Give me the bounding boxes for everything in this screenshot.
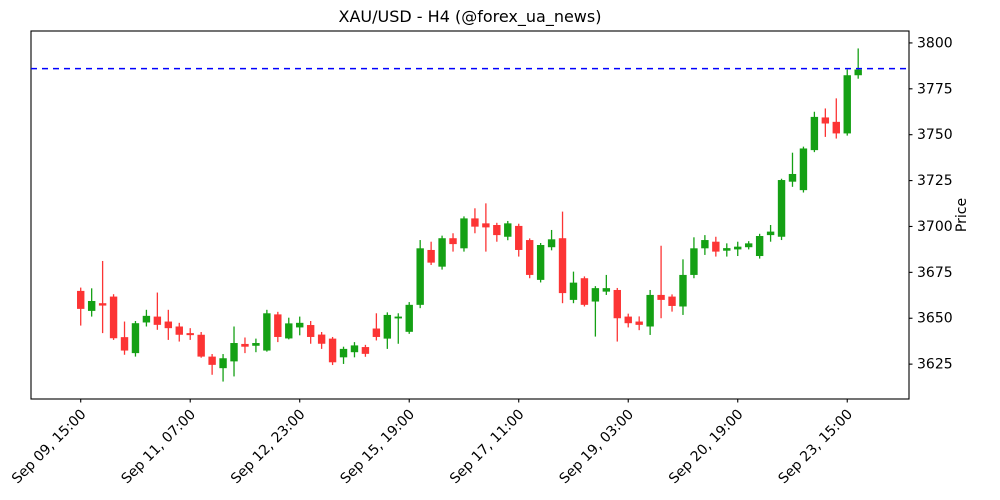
x-axis: Sep 09, 15:00 Sep 11, 07:00 Sep 12, 23:00 S…: [9, 399, 856, 487]
candle-down: [613, 289, 621, 319]
candle-up: [788, 173, 797, 182]
y-tick-label: 3675: [917, 265, 953, 281]
candle-up: [679, 274, 687, 307]
candle-up: [339, 348, 348, 358]
candle-down: [493, 225, 501, 236]
x-tick-label: Sep 19, 03:00: [557, 407, 638, 488]
candle-down: [668, 296, 676, 306]
x-tick-label: Sep 23, 15:00: [776, 407, 857, 488]
candle-down: [657, 294, 665, 300]
candle-up: [252, 343, 260, 346]
candle-down: [306, 325, 315, 337]
candle-down: [317, 334, 326, 344]
candle-up: [766, 231, 775, 236]
candle-down: [197, 334, 205, 357]
chart-title: XAU/USD - H4 (@forex_ua_news): [339, 7, 602, 27]
candle-down: [712, 241, 720, 252]
candle-down: [624, 316, 632, 324]
candle-up: [843, 75, 851, 134]
candle-up: [394, 316, 402, 319]
x-tick-label: Sep 11, 07:00: [119, 407, 200, 488]
candle-up: [701, 240, 709, 249]
candle-up: [87, 300, 96, 311]
candle-up: [131, 323, 140, 354]
candle-down: [482, 223, 490, 228]
candle-down: [328, 338, 337, 363]
y-tick-label: 3725: [917, 173, 953, 189]
y-axis-label: Price: [954, 198, 970, 232]
candle-up: [416, 248, 424, 305]
candle-up: [690, 248, 698, 275]
candle-down: [515, 225, 523, 250]
y-tick-label: 3800: [917, 35, 953, 51]
candle-up: [547, 239, 556, 248]
y-tick-label: 3650: [917, 311, 953, 327]
candle-down: [186, 333, 194, 336]
candle-down: [164, 321, 173, 329]
candle-up: [755, 236, 764, 257]
candle-down: [832, 121, 840, 134]
candle-down: [208, 356, 216, 365]
candle-up: [799, 148, 808, 191]
candle-down: [98, 303, 107, 306]
candle-down: [635, 321, 643, 325]
candle-down: [109, 296, 118, 339]
x-tick-label: Sep 17, 11:00: [447, 407, 528, 488]
candle-down: [153, 316, 162, 325]
candle-up: [405, 304, 413, 332]
candle-up: [810, 116, 819, 151]
candle-up: [602, 288, 611, 292]
candle-up: [777, 180, 786, 237]
y-tick-label: 3625: [917, 357, 953, 373]
candle-down: [525, 240, 534, 275]
candle-up: [383, 314, 392, 339]
y-tick-label: 3750: [917, 127, 953, 143]
candle-up: [263, 313, 271, 351]
candle-down: [580, 278, 589, 305]
candle-up: [296, 322, 304, 328]
candle-up: [142, 315, 151, 323]
candle-down: [77, 290, 85, 309]
candle-down: [471, 218, 479, 227]
candle-up: [723, 248, 731, 251]
candle-up: [285, 323, 293, 339]
candle-down: [558, 238, 567, 294]
candle-down: [274, 314, 282, 337]
candles-layer: [77, 48, 862, 382]
candle-down: [120, 337, 129, 351]
candle-down: [372, 328, 381, 337]
candle-down: [427, 249, 435, 263]
candle-up: [536, 245, 545, 280]
x-tick-label: Sep 12, 23:00: [228, 407, 309, 488]
candle-up: [219, 358, 227, 369]
candle-up: [646, 294, 654, 327]
candle-up: [734, 246, 742, 250]
candle-up: [350, 345, 359, 353]
y-tick-label: 3700: [917, 219, 953, 235]
candle-up: [744, 243, 753, 248]
candle-down: [361, 347, 370, 354]
candle-up: [854, 69, 862, 76]
candle-up: [438, 238, 446, 267]
x-tick-label: Sep 20, 19:00: [666, 407, 747, 488]
candle-up: [569, 282, 578, 300]
x-tick-label: Sep 09, 15:00: [9, 407, 90, 488]
candle-down: [175, 326, 183, 335]
y-axis: 3625 3650 3675 3700 3725 3750 3775 3800: [909, 35, 953, 373]
candle-down: [821, 117, 830, 124]
candle-down: [449, 238, 457, 245]
x-tick-label: Sep 15, 19:00: [338, 407, 419, 488]
candle-up: [460, 218, 468, 249]
candle-up: [591, 288, 600, 302]
plot-border: [30, 30, 910, 400]
candle-up: [230, 343, 238, 362]
candle-up: [504, 223, 512, 237]
candle-down: [241, 343, 249, 347]
y-tick-label: 3775: [917, 81, 953, 97]
